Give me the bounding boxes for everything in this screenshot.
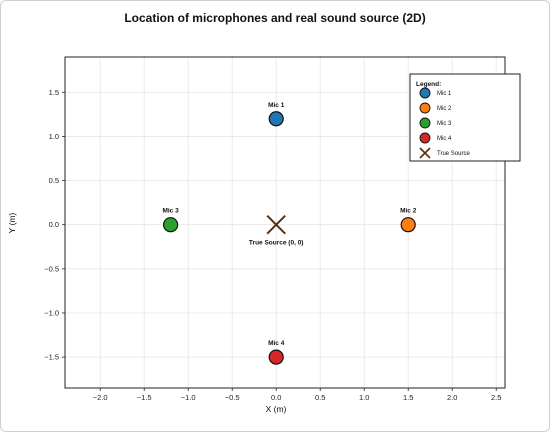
plot-area xyxy=(64,56,506,389)
legend: Legend: Mic 1 Mic 2 Mic 3 Mic 4 True Source xyxy=(409,73,521,162)
x-tick-label: −0.5 xyxy=(225,393,240,402)
mic-4-label: Mic 4 xyxy=(268,340,285,347)
y-axis-label: Y (m) xyxy=(7,213,17,234)
y-tick-label: 0.0 xyxy=(49,220,59,229)
y-tick-label: 1.5 xyxy=(49,88,59,97)
legend-mic-3-label: Mic 3 xyxy=(437,121,452,127)
y-axis-ticks: −1.5 −1.0 −0.5 0.0 0.5 1.0 1.5 xyxy=(44,88,65,362)
mic-2-label: Mic 2 xyxy=(400,208,417,215)
legend-items: Mic 1 Mic 2 Mic 3 Mic 4 True Source xyxy=(419,87,470,159)
legend-title: Legend: xyxy=(416,81,441,88)
data-points: Mic 1 Mic 2 Mic 3 Mic 4 True Source (0, 0) xyxy=(162,102,417,365)
true-source-marker xyxy=(266,214,286,235)
y-tick-label: 0.5 xyxy=(49,176,59,185)
legend-mic-2-icon xyxy=(419,102,431,114)
mic-2-marker xyxy=(400,217,416,233)
x-tick-label: 2.5 xyxy=(491,393,501,402)
mic-1-marker xyxy=(268,111,284,127)
x-tick-label: 1.5 xyxy=(403,393,413,402)
mic-1-label: Mic 1 xyxy=(268,102,285,109)
x-tick-label: 0.0 xyxy=(271,393,281,402)
mic-4-marker xyxy=(268,349,284,365)
legend-true-source-icon xyxy=(419,147,431,159)
x-axis-label: X (m) xyxy=(266,404,287,414)
legend-mic-4-label: Mic 4 xyxy=(437,136,452,142)
x-tick-label: 2.0 xyxy=(447,393,457,402)
x-tick-label: −2.0 xyxy=(93,393,108,402)
y-tick-label: −1.5 xyxy=(44,353,59,362)
x-tick-label: −1.0 xyxy=(181,393,196,402)
x-tick-label: 0.5 xyxy=(315,393,325,402)
y-tick-label: 1.0 xyxy=(49,132,59,141)
mic-3-label: Mic 3 xyxy=(162,208,179,215)
x-tick-label: 1.0 xyxy=(359,393,369,402)
legend-mic-4-icon xyxy=(419,132,431,144)
legend-mic-3-icon xyxy=(419,117,431,129)
legend-true-source-label: True Source xyxy=(437,151,470,157)
true-source-label: True Source (0, 0) xyxy=(249,240,304,247)
mic-3-marker xyxy=(163,217,179,233)
y-tick-label: −0.5 xyxy=(44,264,59,273)
legend-mic-1-icon xyxy=(419,87,431,99)
legend-mic-2-label: Mic 2 xyxy=(437,106,452,112)
chart-title: Location of microphones and real sound s… xyxy=(124,11,425,25)
legend-mic-1-label: Mic 1 xyxy=(437,91,452,97)
x-tick-label: −1.5 xyxy=(137,393,152,402)
x-axis-ticks: −2.0 −1.5 −1.0 −0.5 0.0 0.5 1.0 1.5 2.0 2.5 xyxy=(93,388,501,402)
legend-box xyxy=(409,73,521,162)
y-tick-label: −1.0 xyxy=(44,308,59,317)
